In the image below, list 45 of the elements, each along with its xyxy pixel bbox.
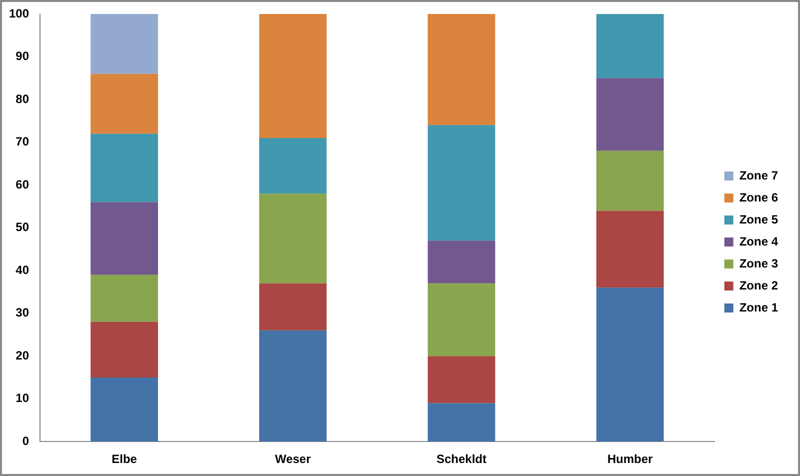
x-tick-label: Humber [607,452,654,466]
bar [428,14,496,126]
bar [259,138,327,194]
bar [428,356,496,404]
y-tick-label: 0 [22,434,30,448]
y-tick-label: 60 [16,177,30,192]
legend-label: Zone 6 [739,190,778,204]
legend-label: Zone 2 [739,278,778,292]
bar [428,283,496,356]
bar [90,322,158,378]
legend-label: Zone 5 [739,212,778,226]
bar [596,210,664,288]
bar [90,202,158,275]
x-tick-label: Schekldt [436,452,486,466]
legend-label: Zone 1 [739,300,778,314]
bar [259,330,327,442]
bar [90,274,158,322]
y-tick-label: 40 [16,262,30,277]
bar [90,134,158,202]
bar [596,150,664,211]
bar [596,14,664,78]
legend-label: Zone 7 [739,168,778,182]
x-tick-label: Elbe [112,452,138,466]
bar [259,194,327,284]
bar [90,14,158,74]
bar [596,288,664,442]
bar [90,377,158,442]
y-tick-label: 100 [8,6,30,20]
bar [596,78,664,151]
y-tick-label: 80 [16,92,30,106]
y-tick-label: 20 [16,348,30,362]
legend-label: Zone 4 [739,234,778,248]
y-tick-label: 50 [16,220,30,234]
y-tick-label: 90 [16,49,30,64]
y-tick-label: 30 [16,306,30,320]
y-tick-label: 10 [16,391,30,406]
bar [428,240,496,284]
bar [428,125,496,241]
bar [90,74,158,134]
x-tick-label: Weser [274,452,312,466]
bar [259,14,327,138]
y-tick-label: 70 [16,134,30,149]
legend-label: Zone 3 [739,256,778,270]
bar [259,283,327,330]
bar [428,403,496,442]
